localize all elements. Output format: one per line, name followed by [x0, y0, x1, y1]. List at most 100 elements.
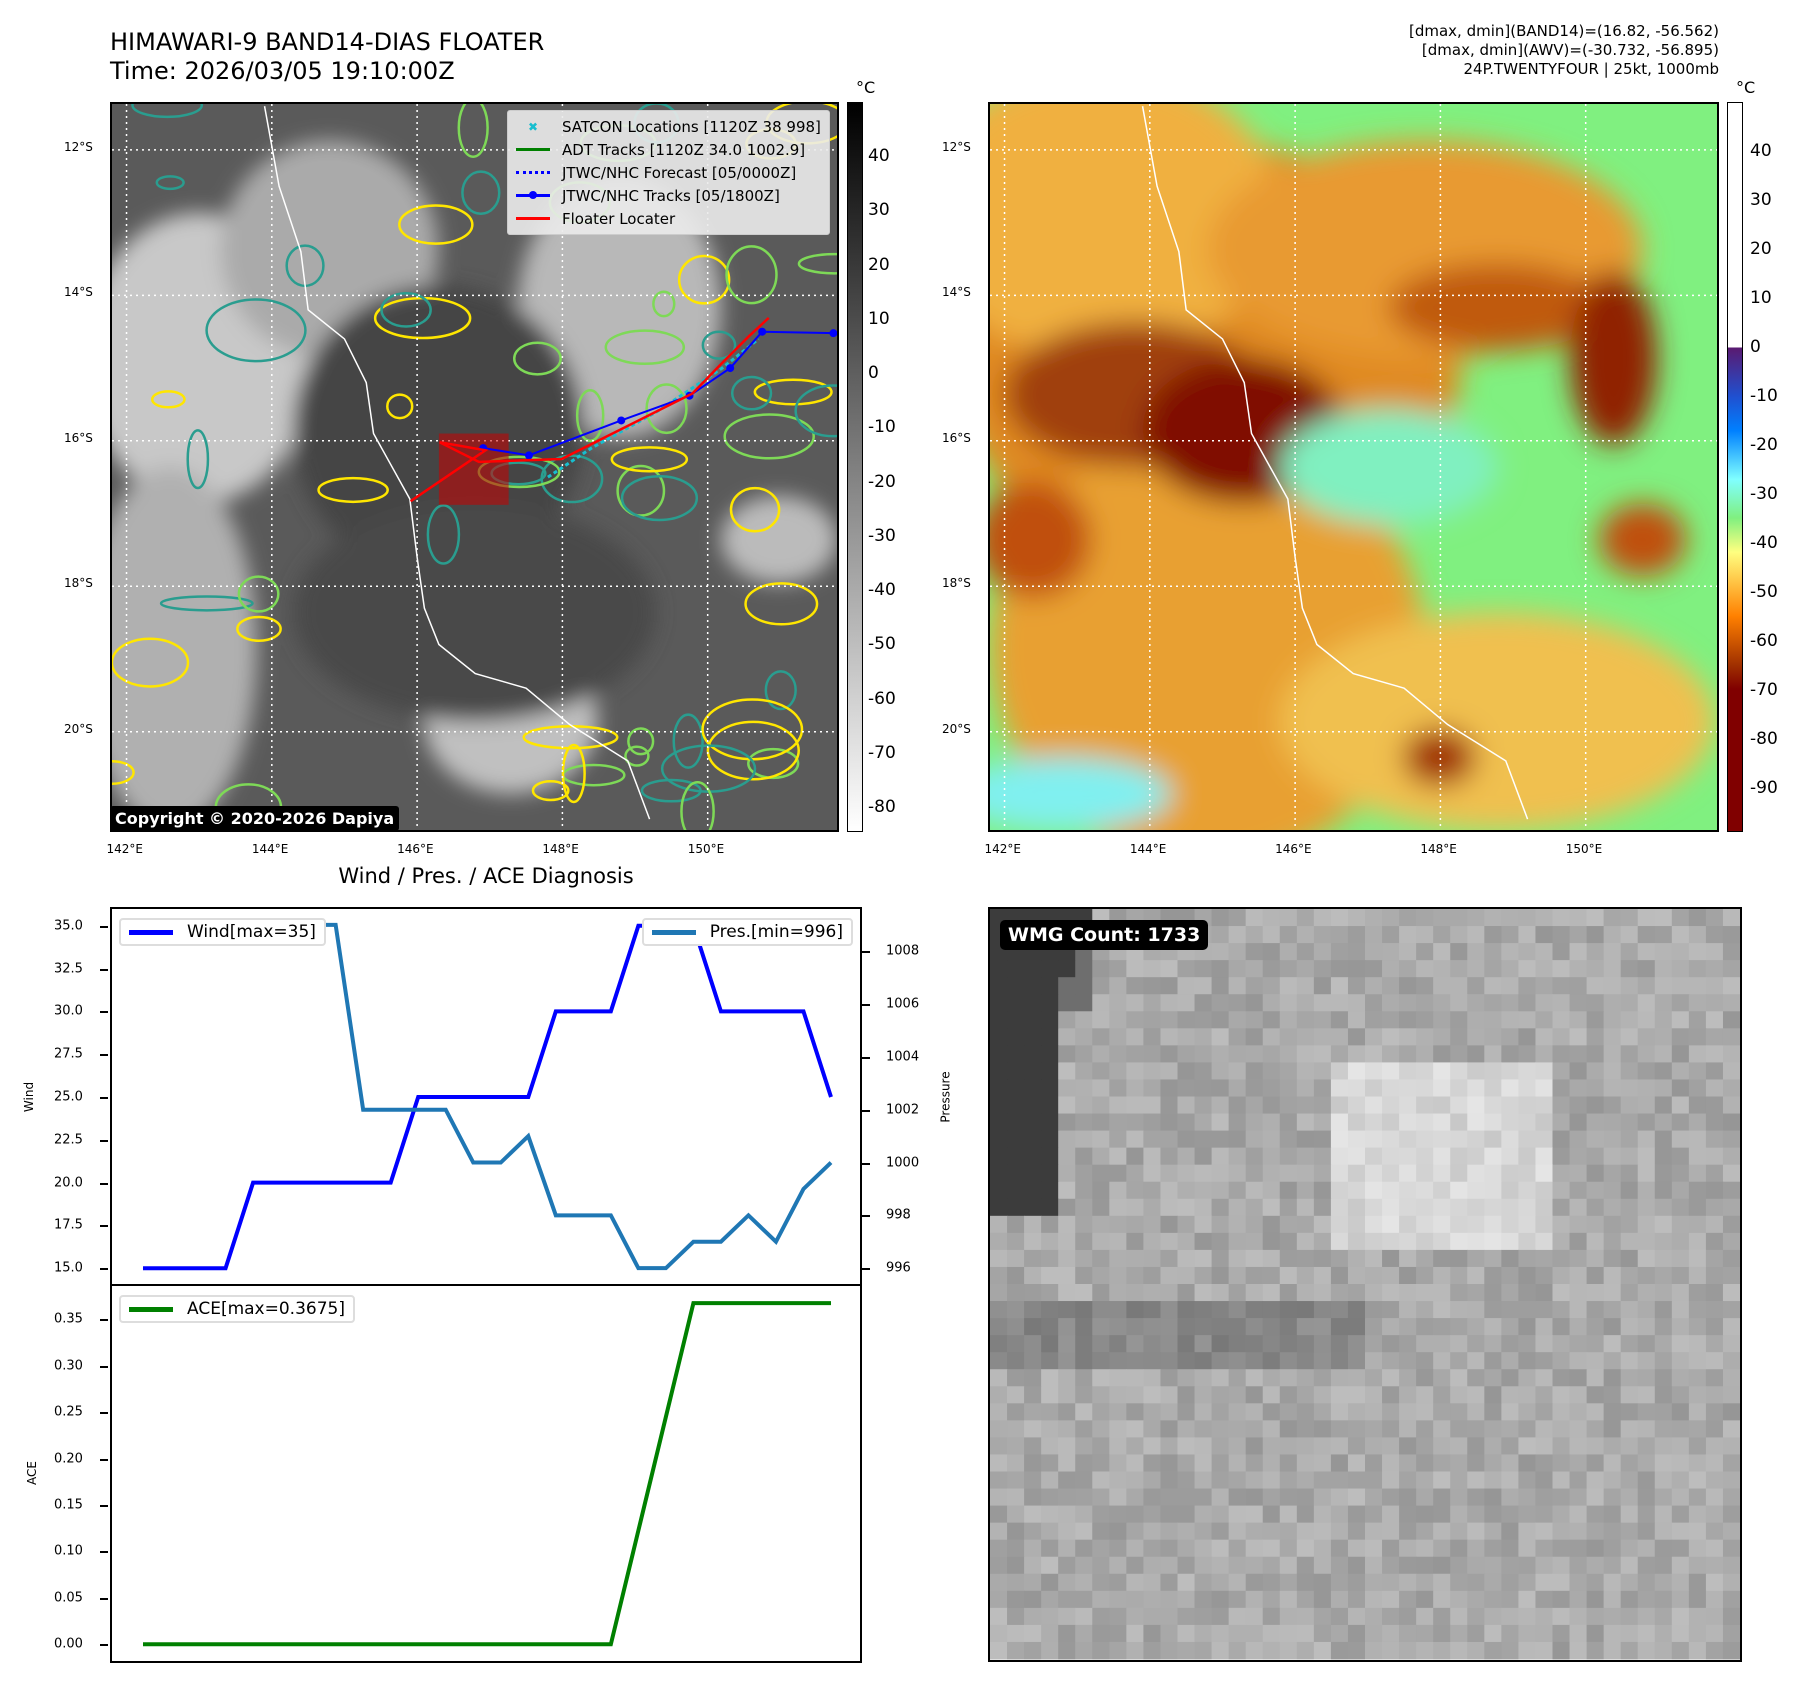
wmg-cell — [1501, 1624, 1519, 1643]
wmg-cell — [1109, 1590, 1127, 1609]
wmg-cell — [1552, 1624, 1571, 1643]
wmg-cell — [1279, 1232, 1298, 1251]
wmg-cell — [1518, 1505, 1536, 1524]
wmg-cell — [1416, 994, 1434, 1012]
wmg-cell — [1313, 1454, 1332, 1472]
wmg-cell — [1705, 1301, 1724, 1319]
wmg-cell — [1671, 960, 1690, 978]
legend-swatch-marker — [516, 191, 550, 199]
wmg-cell — [1041, 1590, 1059, 1609]
wmg-cell — [1245, 1301, 1264, 1319]
wmg-cell — [1722, 1624, 1740, 1643]
wmg-cell — [1586, 1454, 1605, 1472]
wmg-cell — [1450, 977, 1468, 995]
wmg-cell — [1007, 1062, 1025, 1080]
wmg-cell — [1399, 1505, 1417, 1524]
wmg-cell — [1671, 1403, 1690, 1421]
wmg-cell — [1075, 1181, 1093, 1200]
contour-line — [624, 745, 650, 767]
wmg-cell — [1416, 1352, 1434, 1370]
legend-item: ✖ SATCON Locations [1120Z 38 998] — [516, 115, 821, 138]
wmg-cell — [1262, 1556, 1281, 1575]
wmg-cell — [1603, 1215, 1622, 1234]
wmg-cell — [1382, 1420, 1400, 1438]
wmg-cell — [1586, 1079, 1605, 1097]
wmg-cell — [1058, 1130, 1076, 1149]
wmg-cell — [1092, 1607, 1110, 1626]
wmg-cell — [1722, 1045, 1740, 1063]
wmg-cell — [1092, 1386, 1110, 1404]
wmg-cell — [1245, 1062, 1264, 1080]
wmg-cell — [1279, 1505, 1298, 1524]
wmg-cell — [1245, 1028, 1264, 1046]
wmg-cell — [1484, 1318, 1502, 1336]
wmg-cell — [1467, 1539, 1485, 1558]
wmg-cell — [1296, 1181, 1315, 1200]
wmg-cell — [1688, 1062, 1707, 1080]
ace-legend-label: ACE[max=0.3675] — [187, 1299, 345, 1319]
wmg-cell — [1194, 1573, 1213, 1592]
wmg-cell — [1296, 1147, 1315, 1166]
wmg-cell — [1024, 977, 1042, 995]
wmg-cell — [1433, 1164, 1451, 1183]
wmg-cell — [1654, 1062, 1673, 1080]
wmg-cell — [1177, 1624, 1196, 1643]
wmg-cell — [1671, 1215, 1690, 1234]
wmg-cell — [1109, 1624, 1127, 1643]
wmg-cell — [1075, 1284, 1093, 1302]
wmg-cell — [1041, 1437, 1059, 1455]
wmg-cell — [1347, 1028, 1366, 1046]
wmg-cell — [1075, 1198, 1093, 1217]
wmg-cell — [1075, 1624, 1093, 1643]
wmg-cell — [1433, 1369, 1451, 1387]
wmg-cell — [1603, 1352, 1622, 1370]
wmg-cell — [1041, 1181, 1059, 1200]
wmg-cell — [1552, 943, 1571, 961]
wmg-cell — [1552, 1301, 1571, 1319]
wmg-cell — [1041, 1505, 1059, 1524]
wmg-cell — [1109, 1079, 1127, 1097]
wmg-cell — [1058, 977, 1076, 995]
wind-tick-label: 20.0 — [54, 1175, 83, 1191]
wmg-cell — [1535, 1505, 1553, 1524]
wmg-cell — [1347, 1301, 1366, 1319]
wmg-cell — [1365, 1181, 1383, 1200]
wmg-cell — [1671, 1318, 1690, 1336]
wmg-cell — [1365, 1284, 1383, 1302]
pressure-tick-mark — [862, 1162, 870, 1165]
wmg-cell — [1194, 1369, 1213, 1387]
wmg-cell — [1722, 1386, 1740, 1404]
wmg-cell — [1245, 909, 1264, 927]
wmg-cell — [1433, 926, 1451, 944]
wmg-cell — [1143, 1028, 1161, 1046]
wmg-cell — [1671, 1437, 1690, 1455]
wmg-cell — [1518, 1539, 1536, 1558]
wmg-cell — [1109, 1522, 1127, 1541]
wmg-cell — [1467, 1266, 1485, 1285]
wmg-cell — [1620, 1624, 1639, 1643]
wmg-cell — [1228, 1147, 1247, 1166]
wmg-cell — [1109, 994, 1127, 1012]
wmg-cell — [1279, 1437, 1298, 1455]
wmg-cell — [1467, 1505, 1485, 1524]
wmg-cell — [1467, 1454, 1485, 1472]
wmg-cell — [1347, 1505, 1366, 1524]
wmg-cell — [1365, 1641, 1383, 1660]
wmg-cell — [1450, 1403, 1468, 1421]
wmg-cell — [1296, 1539, 1315, 1558]
wmg-cell — [1177, 1181, 1196, 1200]
wmg-cell — [1484, 1198, 1502, 1217]
wmg-cell — [1382, 1369, 1400, 1387]
wmg-cell — [1450, 1284, 1468, 1302]
wmg-cell — [1484, 926, 1502, 944]
wmg-cell — [1467, 1573, 1485, 1592]
wmg-cell — [1399, 909, 1417, 927]
wmg-cell — [1654, 1318, 1673, 1336]
wmg-cell — [1688, 943, 1707, 961]
wmg-cell — [1688, 1488, 1707, 1507]
wmg-cell — [1535, 1301, 1553, 1319]
wmg-cell — [1347, 1403, 1366, 1421]
wmg-cell — [1654, 1079, 1673, 1097]
wmg-cell — [990, 1607, 1008, 1626]
wmg-cell — [1007, 994, 1025, 1012]
